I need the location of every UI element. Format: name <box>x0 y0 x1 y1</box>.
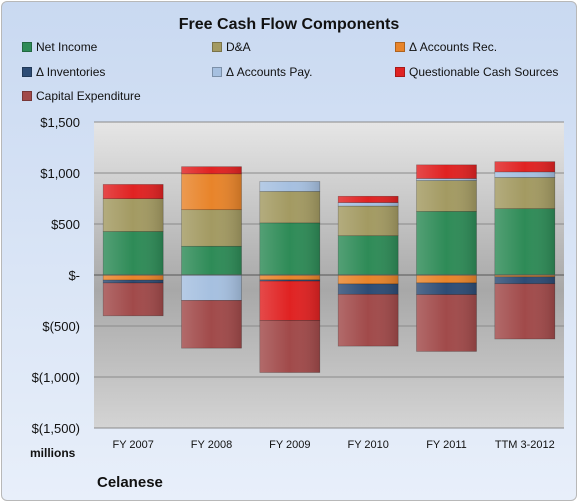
bar-shade <box>494 208 555 275</box>
y-tick-label: $1,500 <box>40 115 80 130</box>
bar-shade <box>259 320 320 373</box>
bar-shade <box>181 166 242 174</box>
unit-label: millions <box>30 446 76 460</box>
bar-shade <box>338 202 399 207</box>
legend-item-capex: Capital Expenditure <box>22 89 141 103</box>
legend-item-inventories: Δ Inventories <box>22 65 105 79</box>
x-tick-label: FY 2008 <box>191 439 232 451</box>
legend-swatch <box>22 91 32 101</box>
bar-shade <box>338 235 399 275</box>
legend-label: Δ Accounts Rec. <box>409 40 498 54</box>
legend-item-d-and-a: D&A <box>212 40 251 54</box>
bar-shade <box>103 231 164 275</box>
bar-shade <box>103 184 164 199</box>
y-tick-label: $500 <box>51 217 80 232</box>
bar-shade <box>259 281 320 321</box>
bar-shade <box>181 246 242 275</box>
legend-swatch <box>395 67 405 77</box>
bar-shade <box>338 206 399 236</box>
x-tick-label: FY 2011 <box>426 439 467 451</box>
bar-shade <box>416 164 477 179</box>
bar-shade <box>416 178 477 181</box>
x-tick-label: TTM 3-2012 <box>495 439 555 451</box>
bar-shade <box>416 211 477 275</box>
x-tick-label: FY 2010 <box>347 439 388 451</box>
legend-label: Questionable Cash Sources <box>409 65 559 79</box>
bar-shade <box>494 276 555 284</box>
bar-shade <box>338 275 399 284</box>
y-tick-label: $- <box>68 268 80 283</box>
bar-shade <box>259 279 320 282</box>
chart-title: Free Cash Flow Components <box>178 16 400 33</box>
x-tick-label: FY 2007 <box>112 439 153 451</box>
legend-item-accounts-pay: Δ Accounts Pay. <box>212 65 313 79</box>
legend-swatch <box>22 42 32 52</box>
legend-label: Capital Expenditure <box>36 89 141 103</box>
legend-label: Δ Accounts Pay. <box>226 65 313 79</box>
bar-shade <box>338 294 399 347</box>
bar-shade <box>181 173 242 210</box>
y-tick-label: $1,000 <box>40 166 80 181</box>
bar-shade <box>416 282 477 295</box>
bar-shade <box>181 275 242 301</box>
chart-legend: Net Income D&A Δ Accounts Rec. Δ Invento… <box>22 40 572 110</box>
bar-shade <box>416 294 477 352</box>
bar-shade <box>494 177 555 209</box>
y-tick-label: $(1,500) <box>32 421 80 436</box>
bar-shade <box>259 275 320 280</box>
bar-shade <box>103 198 164 232</box>
legend-swatch <box>212 67 222 77</box>
y-tick-label: $(1,000) <box>32 370 80 385</box>
bar-shade <box>338 196 399 203</box>
bar-shade <box>338 283 399 295</box>
bar-shade <box>494 283 555 339</box>
company-name: Celanese <box>97 474 163 491</box>
legend-label: Δ Inventories <box>36 65 106 79</box>
bar-shade <box>494 275 555 277</box>
bar-shade <box>259 222 320 275</box>
legend-swatch <box>395 42 405 52</box>
bar-shade <box>181 300 242 349</box>
y-tick-label: $(500) <box>42 319 80 334</box>
bar-shade <box>103 280 164 283</box>
bar-shade <box>181 209 242 247</box>
bar-shade <box>416 180 477 212</box>
x-tick-label: FY 2009 <box>269 439 310 451</box>
bar-shade <box>494 171 555 178</box>
bar-shade <box>259 191 320 223</box>
bar-shade <box>416 275 477 283</box>
legend-item-net-income: Net Income <box>22 40 97 54</box>
legend-label: Net Income <box>36 40 98 54</box>
bar-shade <box>103 275 164 281</box>
bar-shade <box>103 282 164 316</box>
legend-swatch <box>22 67 32 77</box>
legend-label: D&A <box>226 40 251 54</box>
bar-shade <box>494 161 555 172</box>
legend-item-accounts-rec: Δ Accounts Rec. <box>395 40 497 54</box>
bar-shade <box>259 181 320 192</box>
legend-swatch <box>212 42 222 52</box>
legend-item-questionable-cash: Questionable Cash Sources <box>395 65 558 79</box>
